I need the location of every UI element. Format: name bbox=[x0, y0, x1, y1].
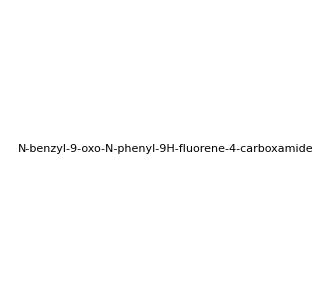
Text: N-benzyl-9-oxo-N-phenyl-9H-fluorene-4-carboxamide: N-benzyl-9-oxo-N-phenyl-9H-fluorene-4-ca… bbox=[18, 144, 314, 155]
